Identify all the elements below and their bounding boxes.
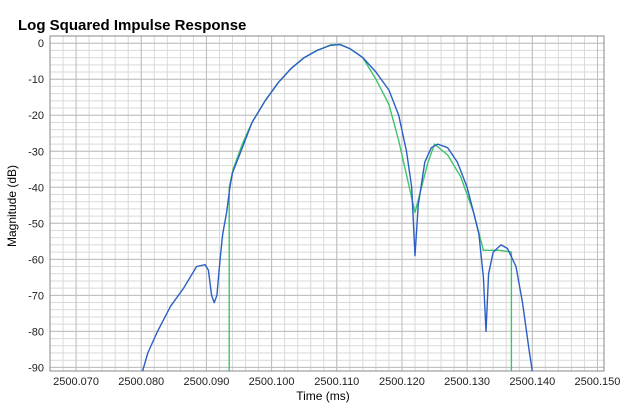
x-tick-label: 2500.130: [444, 376, 490, 388]
y-tick-label: -70: [28, 290, 44, 302]
series-line-blue: [141, 43, 533, 372]
x-tick-label: 2500.140: [509, 376, 555, 388]
x-tick-label: 2500.070: [53, 376, 99, 388]
y-tick-label: -20: [28, 110, 44, 122]
minor-grid: [49, 35, 604, 371]
x-tick-label: 2500.100: [249, 376, 295, 388]
y-tick-label: -80: [28, 326, 44, 338]
y-axis-label: Magnitude (dB): [5, 165, 19, 247]
x-tick-label: 2500.120: [379, 376, 425, 388]
y-tick-label: -30: [28, 146, 44, 158]
y-tick-label: -10: [28, 74, 44, 86]
x-axis-ticks: 2500.070 2500.080 2500.090 2500.100 2500.110…: [53, 376, 620, 388]
series-layer: [141, 43, 533, 372]
y-tick-label: -90: [28, 362, 44, 374]
plot-frame: [49, 35, 605, 372]
x-tick-label: 2500.080: [118, 376, 164, 388]
y-tick-label: 0: [38, 38, 44, 50]
y-axis-ticks: 0 -10 -20 -30 -40 -50 -60 -70 -80 -90: [28, 38, 44, 374]
y-tick-label: -60: [28, 254, 44, 266]
y-tick-label: -50: [28, 218, 44, 230]
chart-title: Log Squared Impulse Response: [18, 17, 246, 34]
x-tick-label: 2500.110: [314, 376, 359, 388]
x-tick-label: 2500.150: [575, 376, 621, 388]
x-axis-label: Time (ms): [296, 389, 350, 403]
x-tick-label: 2500.090: [183, 376, 229, 388]
y-tick-label: -40: [28, 182, 44, 194]
